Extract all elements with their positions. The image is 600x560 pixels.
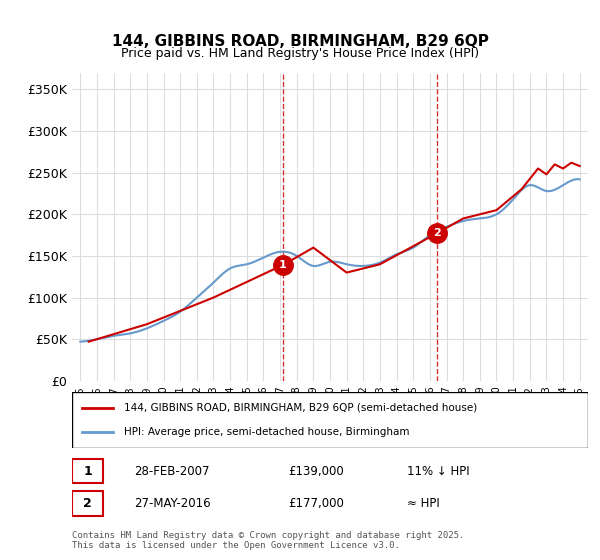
- Text: Contains HM Land Registry data © Crown copyright and database right 2025.
This d: Contains HM Land Registry data © Crown c…: [72, 531, 464, 550]
- Text: 1: 1: [83, 465, 92, 478]
- FancyBboxPatch shape: [72, 459, 103, 483]
- Text: 28-FEB-2007: 28-FEB-2007: [134, 465, 209, 478]
- Text: 2: 2: [433, 228, 440, 239]
- Text: £139,000: £139,000: [289, 465, 344, 478]
- Text: 144, GIBBINS ROAD, BIRMINGHAM, B29 6QP: 144, GIBBINS ROAD, BIRMINGHAM, B29 6QP: [112, 35, 488, 49]
- Text: 144, GIBBINS ROAD, BIRMINGHAM, B29 6QP (semi-detached house): 144, GIBBINS ROAD, BIRMINGHAM, B29 6QP (…: [124, 403, 477, 413]
- Text: HPI: Average price, semi-detached house, Birmingham: HPI: Average price, semi-detached house,…: [124, 427, 409, 437]
- Text: Price paid vs. HM Land Registry's House Price Index (HPI): Price paid vs. HM Land Registry's House …: [121, 46, 479, 60]
- Text: 1: 1: [279, 260, 287, 270]
- Text: 27-MAY-2016: 27-MAY-2016: [134, 497, 211, 510]
- Text: ≈ HPI: ≈ HPI: [407, 497, 440, 510]
- Text: 11% ↓ HPI: 11% ↓ HPI: [407, 465, 470, 478]
- FancyBboxPatch shape: [72, 491, 103, 516]
- Text: 2: 2: [83, 497, 92, 510]
- FancyBboxPatch shape: [72, 392, 588, 448]
- Text: £177,000: £177,000: [289, 497, 344, 510]
